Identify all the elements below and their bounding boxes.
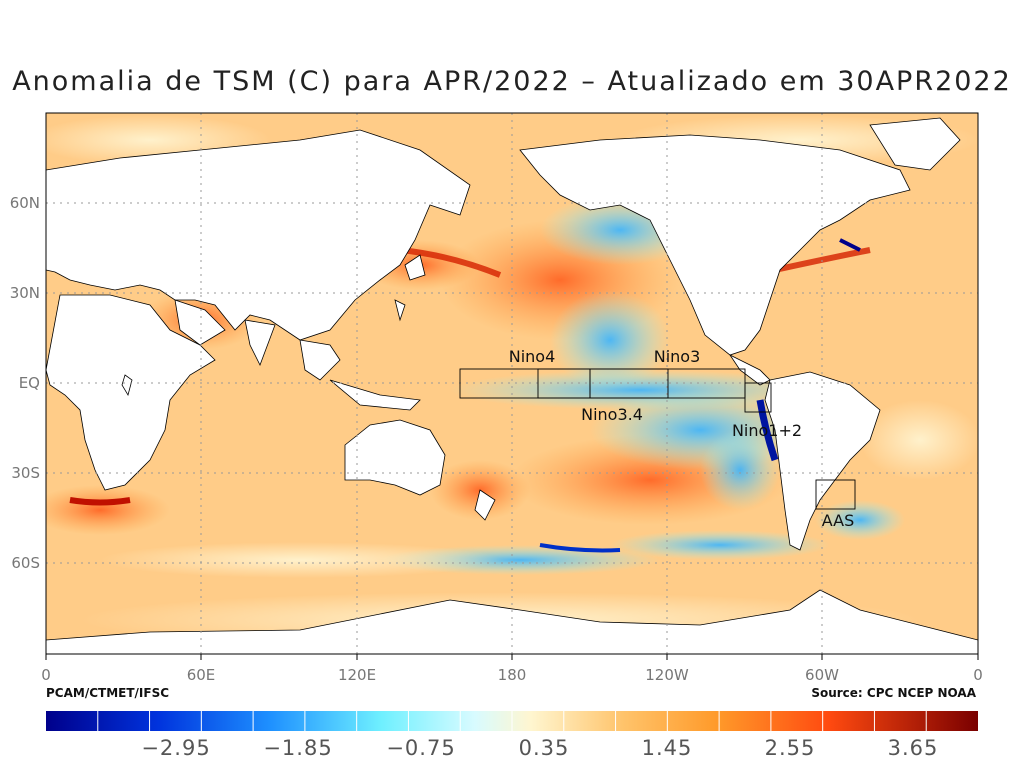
x-tick-label: 60E xyxy=(187,666,216,684)
x-axis-ticks: 0 60E 120E 180 120W 60W 0 xyxy=(41,654,983,684)
nino-boxes xyxy=(459,368,856,510)
colorbar-label: 2.55 xyxy=(764,736,816,760)
region-label-nino34: Nino3.4 xyxy=(581,405,643,424)
x-tick-label: 120E xyxy=(338,666,376,684)
colorbar-label: 3.65 xyxy=(887,736,939,760)
colorbar xyxy=(46,711,978,731)
x-tick-label: 180 xyxy=(498,666,527,684)
region-label-aas: AAS xyxy=(822,511,855,530)
colorbar-label: 1.45 xyxy=(641,736,693,760)
colorbar-label: −0.75 xyxy=(386,736,456,760)
region-label-nino12: Nino1+2 xyxy=(732,421,802,440)
region-label-nino4: Nino4 xyxy=(509,347,556,366)
region-label-nino3: Nino3 xyxy=(654,347,701,366)
x-tick-label: 0 xyxy=(973,666,983,684)
x-tick-label: 60W xyxy=(805,666,839,684)
map-title: Anomalia de TSM (C) para APR/2022 – Atua… xyxy=(12,66,1012,97)
x-tick-label: 120W xyxy=(645,666,689,684)
aas-box xyxy=(815,479,856,510)
y-axis-ticks: 60N 30N EQ 30S 60S xyxy=(10,194,40,572)
y-tick-label: 30S xyxy=(11,464,40,482)
nino12-box xyxy=(744,382,772,413)
graticule xyxy=(46,113,978,654)
credit-right: Source: CPC NCEP NOAA xyxy=(811,686,976,700)
y-tick-label: 60N xyxy=(10,194,40,212)
y-tick-label: EQ xyxy=(19,374,40,392)
credit-left: PCAM/CTMET/IFSC xyxy=(46,686,170,700)
x-tick-label: 0 xyxy=(41,666,51,684)
ocean-field xyxy=(46,113,978,654)
colorbar-label: 0.35 xyxy=(518,736,570,760)
colorbar-label: −1.85 xyxy=(263,736,333,760)
y-tick-label: 30N xyxy=(10,284,40,302)
colorbar-label: −2.95 xyxy=(141,736,211,760)
y-tick-label: 60S xyxy=(11,554,40,572)
land-masses xyxy=(46,117,978,654)
